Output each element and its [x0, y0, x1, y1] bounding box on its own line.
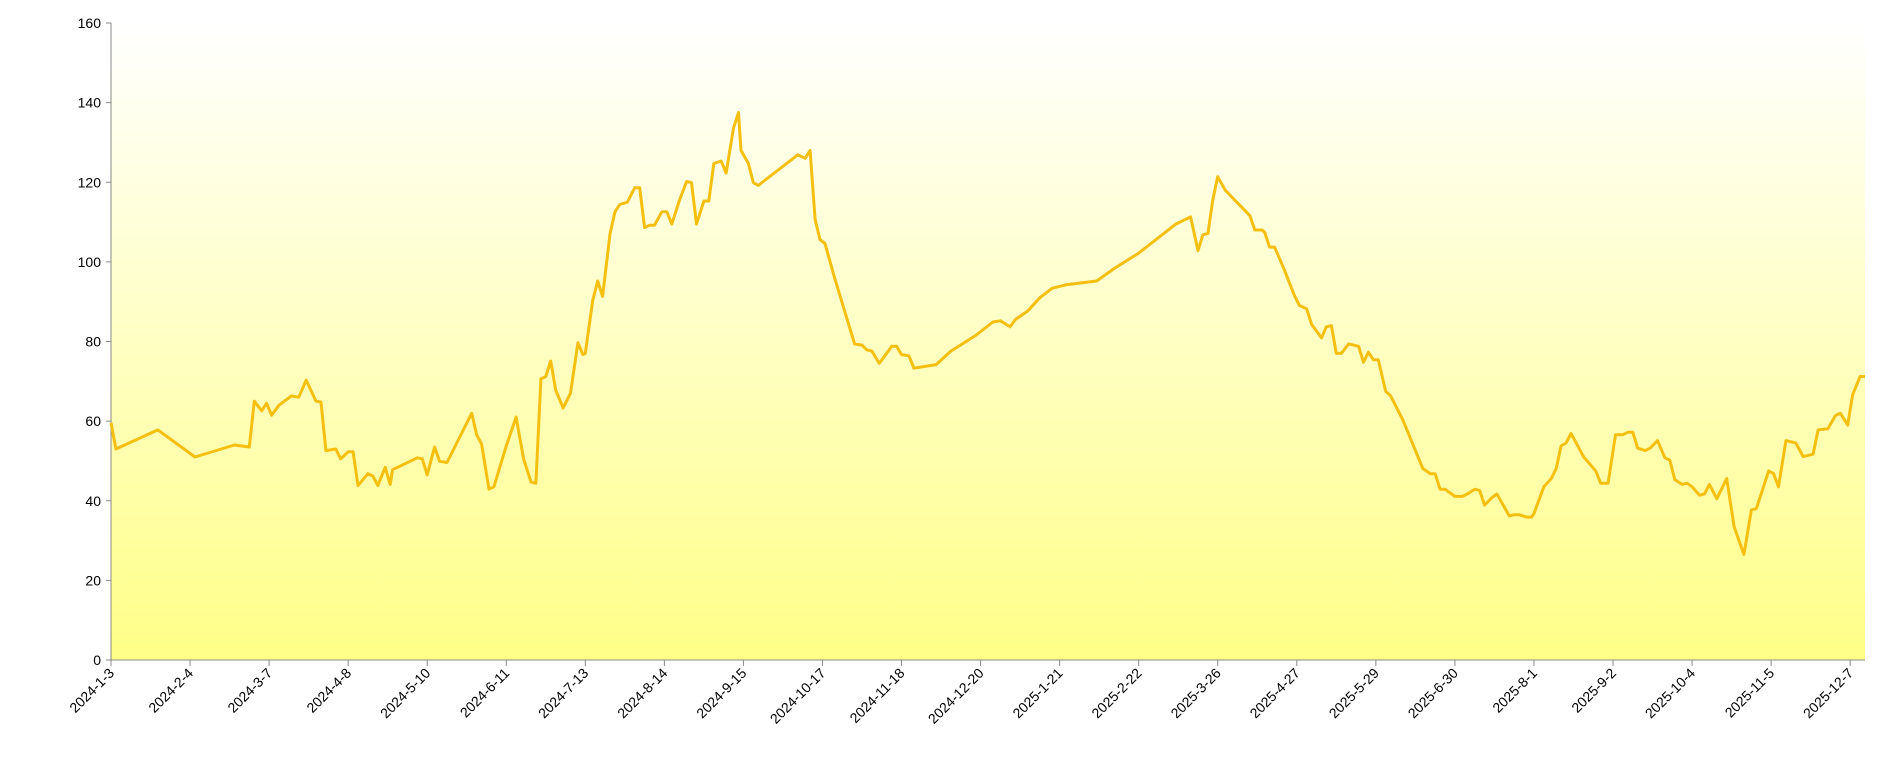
x-tick-label: 2024-5-10 — [377, 665, 434, 722]
x-tick-label: 2025-3-26 — [1167, 665, 1224, 722]
x-tick-label: 2024-6-11 — [457, 665, 513, 721]
plot-area — [111, 23, 1865, 660]
x-tick-label: 2024-7-13 — [535, 665, 592, 722]
x-tick-label: 2025-2-22 — [1088, 665, 1145, 722]
x-tick-label: 2025-12-7 — [1800, 665, 1857, 722]
x-tick-label: 2025-5-29 — [1326, 665, 1383, 722]
y-tick-label: 120 — [78, 174, 102, 190]
data-line — [109, 111, 1865, 556]
y-tick-label: 80 — [85, 334, 101, 350]
x-tick-label: 2025-11-5 — [1722, 665, 1778, 721]
x-tick-label: 2025-4-27 — [1246, 665, 1303, 722]
y-tick-label: 60 — [85, 413, 101, 429]
x-tick-label: 2025-1-21 — [1009, 665, 1066, 722]
x-tick-label: 2025-10-4 — [1642, 665, 1699, 722]
x-tick-label: 2024-1-3 — [66, 665, 117, 716]
x-tick-label: 2024-10-17 — [767, 665, 829, 727]
y-tick-label: 100 — [78, 254, 102, 270]
x-tick-label: 2024-3-7 — [224, 665, 275, 716]
y-tick-label: 160 — [78, 15, 102, 31]
y-tick-label: 20 — [85, 572, 101, 588]
x-tick-label: 2024-8-14 — [614, 665, 671, 722]
x-tick-label: 2024-12-20 — [925, 665, 987, 727]
x-tick-label: 2024-2-4 — [145, 665, 196, 716]
x-tick-label: 2025-6-30 — [1405, 665, 1462, 722]
y-tick-label: 0 — [93, 652, 101, 668]
y-tick-label: 140 — [78, 95, 102, 111]
x-tick-label: 2024-11-18 — [846, 665, 907, 726]
y-tick-label: 40 — [85, 493, 101, 509]
x-tick-label: 2024-9-15 — [693, 665, 750, 722]
x-tick-label: 2025-8-1 — [1489, 665, 1540, 716]
x-tick-label: 2025-9-2 — [1568, 665, 1619, 716]
x-tick-label: 2024-4-8 — [303, 665, 354, 716]
